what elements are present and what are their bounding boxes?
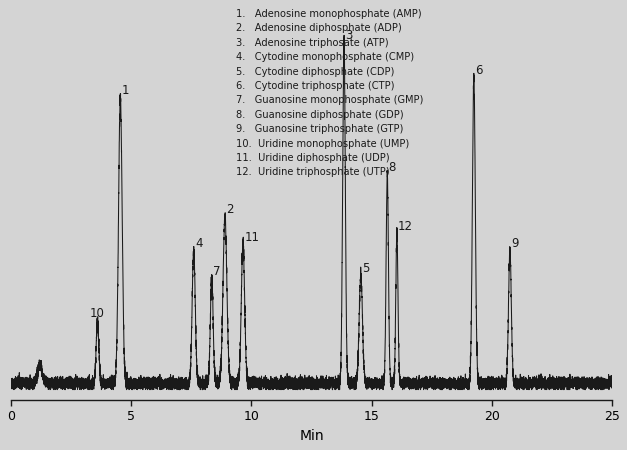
X-axis label: Min: Min [299,429,324,443]
Text: 12: 12 [398,220,413,233]
Text: 1.   Adenosine monophosphate (AMP)
2.   Adenosine diphosphate (ADP)
3.   Adenosi: 1. Adenosine monophosphate (AMP) 2. Aden… [236,9,424,177]
Text: 3: 3 [345,29,352,42]
Text: 10: 10 [90,307,105,320]
Text: 1: 1 [122,85,129,97]
Text: 11: 11 [244,230,259,243]
Text: 6: 6 [475,63,483,76]
Text: 8: 8 [389,161,396,174]
Text: 9: 9 [511,238,519,251]
Text: 2: 2 [226,202,234,216]
Text: 5: 5 [362,262,369,275]
Text: 7: 7 [213,266,221,278]
Text: 4: 4 [195,238,203,251]
